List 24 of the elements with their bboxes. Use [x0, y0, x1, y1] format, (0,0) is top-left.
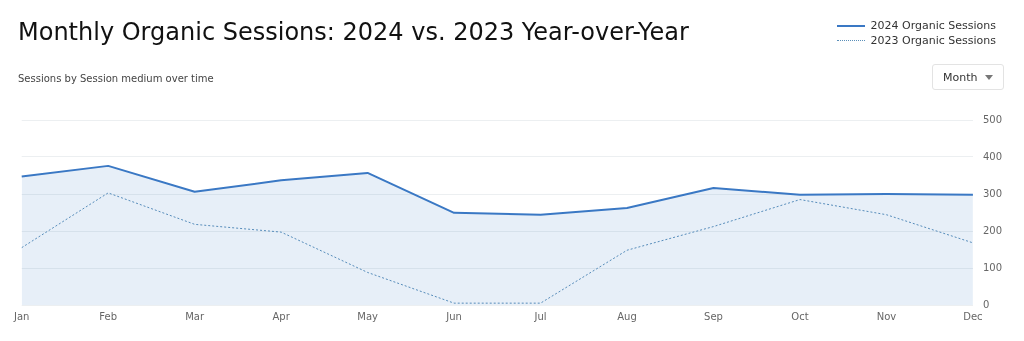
text: Month: [943, 70, 978, 84]
y-tick-label: 0: [982, 298, 990, 310]
x-tick-label: Jul: [533, 310, 547, 322]
x-tick-label: Dec: [963, 310, 983, 322]
x-tick-label: Aug: [617, 310, 637, 322]
x-tick-label: Oct: [791, 310, 809, 322]
x-tick-label: Apr: [272, 310, 291, 322]
x-tick-label: Nov: [876, 310, 897, 322]
legend-label: 2023 Organic Sessions: [870, 33, 996, 48]
x-tick-label: Jun: [445, 310, 462, 322]
y-tick-label: 400: [982, 150, 1003, 162]
chart-subtitle: Sessions by Session medium over time: [18, 73, 214, 84]
x-tick-label: Jan: [13, 310, 30, 322]
y-tick-label: 200: [982, 224, 1003, 236]
line-series: [21, 192, 974, 304]
chart-title: Monthly Organic Sessions: 2024 vs. 2023 Year-over-Year: [18, 18, 689, 46]
x-tick-label: May: [357, 310, 379, 322]
legend-label: 2024 Organic Sessions: [870, 18, 996, 33]
y-tick-label: 500: [982, 113, 1003, 125]
y-tick-label: 100: [982, 261, 1003, 273]
x-tick-label: Sep: [704, 310, 723, 322]
y-tick-label: 300: [982, 187, 1003, 199]
x-tick-label: Mar: [185, 310, 205, 322]
x-tick-label: Feb: [99, 310, 118, 322]
